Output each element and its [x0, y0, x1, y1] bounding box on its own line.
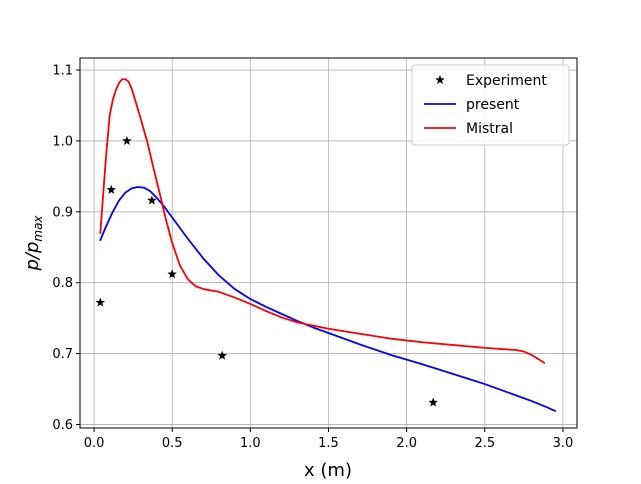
data-point-experiment	[95, 297, 106, 307]
lines-layer	[99, 78, 557, 412]
x-tick-label: 0.0	[84, 436, 105, 451]
legend-box	[411, 64, 570, 146]
x-tick-label: 2.5	[474, 436, 495, 451]
data-point-experiment	[106, 184, 117, 194]
y-tick-label: 0.7	[52, 347, 73, 362]
legend-swatch-experiment	[435, 75, 445, 85]
legend-label: present	[466, 97, 520, 113]
data-point-experiment	[147, 195, 157, 205]
y-axis-label-base: p/p	[22, 242, 43, 272]
y-tick-label: 0.6	[52, 418, 73, 433]
x-tick-label: 0.5	[162, 436, 183, 451]
x-axis-label: x (m)	[304, 460, 352, 480]
series-line-present	[99, 186, 557, 412]
y-axis-label: p/pmax	[22, 215, 45, 272]
legend-label: Experiment	[466, 73, 547, 89]
markers-layer	[95, 135, 438, 407]
x-tick-label: 1.0	[240, 436, 261, 451]
y-tick-label: 0.9	[52, 205, 73, 220]
ticks-layer: 0.0 0.5 1.0 1.5 2.0 2.5 3.0 0.6 0.7 0.8 0.9 1.0 1.1	[52, 64, 573, 451]
y-tick-label: 0.8	[52, 276, 73, 291]
y-tick-label: 1.1	[52, 64, 73, 79]
data-point-experiment	[428, 397, 438, 407]
x-tick-label: 2.0	[396, 436, 417, 451]
data-point-experiment	[122, 135, 132, 145]
data-point-experiment	[167, 269, 177, 279]
series-line-mistral	[99, 78, 546, 364]
data-point-experiment	[217, 350, 227, 360]
x-tick-label: 3.0	[553, 436, 574, 451]
legend: Experiment present Mistral	[411, 64, 570, 146]
legend-label: Mistral	[466, 121, 513, 137]
y-tick-label: 1.0	[52, 134, 73, 149]
x-tick-label: 1.5	[318, 436, 339, 451]
y-axis-label-sub: max	[31, 215, 45, 242]
